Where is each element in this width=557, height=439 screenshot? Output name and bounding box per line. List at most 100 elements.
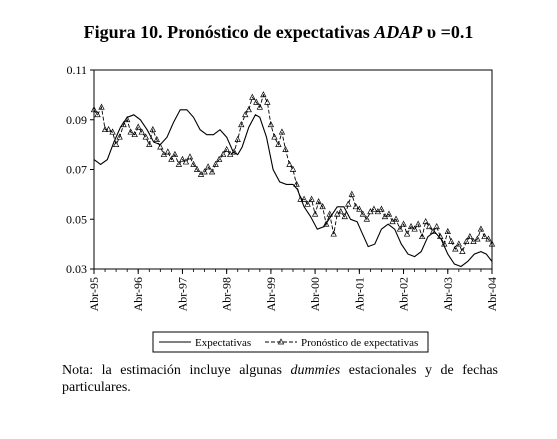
- series-point-marker: [282, 145, 289, 152]
- series-point-marker: [392, 215, 400, 222]
- series-point-marker: [286, 160, 293, 167]
- series-point-marker: [123, 115, 131, 123]
- x-tick-label: Abr-01: [352, 277, 366, 311]
- series-point-marker: [459, 247, 466, 254]
- series-point-marker: [370, 205, 378, 212]
- x-tick-label: Abr-95: [87, 277, 101, 311]
- series-point-marker: [186, 153, 194, 160]
- series-point-marker: [267, 120, 275, 128]
- series-point-marker: [182, 158, 190, 165]
- series-point-marker: [426, 222, 433, 230]
- y-tick-label: 0.09: [66, 113, 87, 127]
- footnote: Nota: la estimación incluye algunas dumm…: [62, 362, 498, 396]
- series-point-marker: [112, 140, 120, 147]
- x-tick-label: Abr-04: [485, 277, 499, 311]
- series-point-marker: [253, 98, 260, 105]
- series-point-marker: [164, 148, 172, 155]
- series-point-marker: [308, 195, 315, 202]
- footnote-text-after: estacionales y de fechas particulares.: [62, 363, 498, 395]
- series-point-marker: [138, 128, 145, 135]
- series-point-marker: [411, 225, 418, 232]
- series-point-marker: [433, 222, 440, 230]
- series-point-marker: [238, 120, 245, 128]
- legend-marker-2: [277, 338, 285, 345]
- legend-label-2: Pronóstico de expectativas: [301, 337, 418, 349]
- series-point-marker: [256, 103, 264, 110]
- series-point-marker: [116, 133, 123, 140]
- series-point-marker: [271, 133, 278, 140]
- series-point-marker: [153, 135, 160, 142]
- series-point-marker: [356, 205, 363, 212]
- series-point-marker: [304, 200, 311, 207]
- series-point-marker: [168, 155, 175, 162]
- chart-title-param: υ =0.1: [426, 22, 474, 42]
- series-point-marker: [414, 220, 422, 227]
- legend: Expectativas Pronóstico de expectativas: [152, 331, 429, 353]
- x-axis: Abr-95 Abr-96 Abr-97 Abr-98 Abr-99 Abr-00 Abr-…: [87, 269, 499, 311]
- series-point-marker: [400, 220, 407, 227]
- series-point-marker: [90, 106, 98, 113]
- series-point-marker: [278, 128, 286, 135]
- series-point-marker: [201, 168, 208, 175]
- series-point-marker: [322, 220, 330, 227]
- series-point-marker: [378, 205, 385, 212]
- series-point-marker: [204, 163, 212, 170]
- x-tick-label: Abr-98: [220, 277, 234, 311]
- series-line-1: [93, 109, 493, 268]
- series-point-marker: [234, 135, 241, 142]
- series-point-marker: [448, 237, 455, 244]
- series-point-marker: [171, 150, 179, 157]
- series-point-marker: [385, 210, 393, 217]
- series-point-marker: [452, 245, 459, 252]
- x-tick-label: Abr-02: [397, 277, 411, 311]
- x-tick-label: Abr-96: [131, 277, 145, 311]
- footnote-text-before: Nota: la estimación incluye algunas: [62, 363, 282, 378]
- y-tick-label: 0.11: [66, 63, 87, 77]
- series-point-marker: [293, 180, 300, 187]
- series-point-marker: [219, 150, 227, 157]
- series-point-marker: [407, 222, 415, 230]
- series-point-marker: [120, 120, 127, 128]
- footnote-italic-term: dummies: [290, 363, 341, 378]
- series-point-marker: [193, 165, 201, 172]
- series-point-marker: [396, 225, 404, 232]
- series-point-marker: [300, 195, 308, 202]
- legend-label-1: Expectativas: [195, 337, 251, 349]
- series-point-marker: [98, 103, 105, 110]
- series-point-marker: [326, 210, 333, 217]
- x-tick-label: Abr-03: [441, 277, 455, 311]
- series-point-marker: [363, 215, 371, 222]
- series-point-marker: [488, 240, 496, 247]
- y-tick-label: 0.05: [66, 212, 87, 226]
- series-point-marker: [352, 203, 359, 210]
- series-point-marker: [297, 195, 304, 202]
- series-point-marker: [430, 227, 437, 235]
- series-point-marker: [345, 200, 352, 207]
- chart-title: Figura 10. Pronóstico de expectativas AD…: [0, 22, 557, 43]
- series-point-marker: [231, 148, 238, 155]
- series-point-marker: [403, 230, 411, 237]
- series-point-marker: [422, 217, 429, 225]
- series-point-marker: [260, 91, 267, 98]
- series-point-marker: [289, 165, 297, 172]
- series-point-marker: [212, 160, 219, 167]
- series-point-marker: [330, 230, 337, 237]
- series-layer: [90, 91, 496, 268]
- series-point-marker: [441, 240, 448, 247]
- series-point-marker: [109, 128, 116, 135]
- series-point-marker: [101, 125, 109, 133]
- plot-area: [93, 69, 493, 270]
- series-point-marker: [94, 111, 101, 118]
- series-point-marker: [157, 143, 164, 150]
- x-tick-label: Abr-97: [175, 277, 189, 311]
- series-point-marker: [463, 237, 470, 244]
- series-point-marker: [245, 106, 252, 113]
- series-point-marker: [146, 140, 153, 147]
- series-point-marker: [105, 125, 112, 133]
- series-point-marker: [315, 198, 322, 205]
- y-axis: 0.03 0.05 0.07 0.09 0.11: [66, 63, 94, 276]
- series-point-marker: [348, 190, 355, 197]
- series-point-marker: [474, 235, 481, 242]
- series-point-marker: [418, 232, 426, 240]
- series-point-marker: [179, 155, 186, 162]
